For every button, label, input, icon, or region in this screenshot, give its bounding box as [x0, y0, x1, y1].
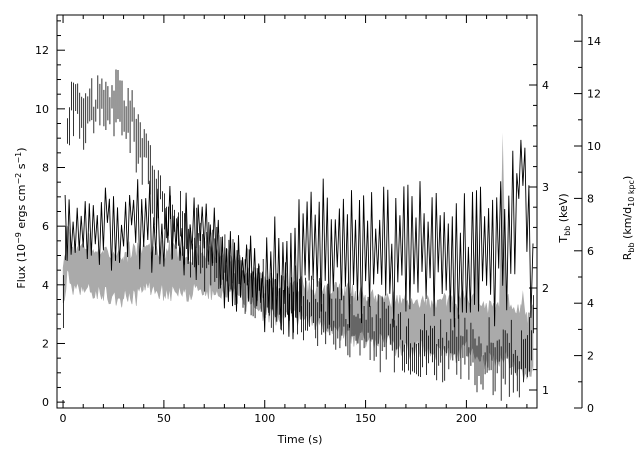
rbb-tick-label: 2: [587, 350, 594, 363]
temperature-line: [64, 139, 534, 340]
rbb-tick-label: 0: [587, 402, 594, 415]
flux-label-exp3: −1: [14, 152, 23, 164]
x-axis-label: Time (s): [277, 433, 323, 446]
tbb-label-unit: (keV): [557, 193, 570, 225]
rbb-tick-label: 8: [587, 192, 594, 205]
y-axis-label-flux: Flux (10−9 ergs cm−2 s−1): [14, 147, 28, 288]
y-axis-label-tbb: Tbb (keV): [557, 193, 572, 243]
y-tick-label: 2: [42, 337, 49, 350]
rbb-label-sub: bb: [627, 242, 636, 252]
rbb-label-unit2: ): [621, 176, 634, 180]
flux-label-main: Flux (10: [15, 244, 28, 289]
rbb-label-unit1: (km/d: [621, 207, 634, 243]
rbb-tick-label: 4: [587, 297, 594, 310]
flux-label-mid1: ergs cm: [15, 185, 28, 233]
data-lines-group: [63, 69, 534, 401]
y-tick-label: 10: [35, 103, 49, 116]
tbb-tick-label: 2: [542, 282, 549, 295]
y-axis-label-rbb: Rbb (km/d10 kpc): [621, 176, 636, 261]
y-tick-label: 8: [42, 162, 49, 175]
tbb-tick-label: 3: [542, 181, 549, 194]
x-tick-label: 100: [254, 412, 275, 425]
tbb-label-sub: bb: [563, 226, 572, 236]
tbb-label-main: T: [557, 236, 570, 244]
flux-label-mid2: s: [15, 163, 28, 172]
rbb-tick-label: 6: [587, 245, 594, 258]
rbb-tick-label: 12: [587, 88, 601, 101]
rbb-tick-label: 10: [587, 140, 601, 153]
x-tick-label: 0: [60, 412, 67, 425]
flux-label-end: ): [15, 147, 28, 151]
x-tick-label: 150: [355, 412, 376, 425]
tbb-tick-label: 1: [542, 384, 549, 397]
flux-label-exp2: −2: [14, 173, 23, 185]
rbb-label-sub2: 10 kpc: [627, 180, 636, 207]
radius-band-spike: [518, 290, 527, 330]
x-tick-label: 200: [456, 412, 477, 425]
x-tick-label: 50: [157, 412, 171, 425]
radius-band: [62, 225, 534, 381]
rbb-label-main: R: [621, 252, 634, 260]
y-tick-label: 0: [42, 396, 49, 409]
y-tick-label: 4: [42, 279, 49, 292]
flux-label-exp1: −9: [14, 232, 23, 244]
y-tick-label: 12: [35, 44, 49, 57]
radius-band-spike: [498, 132, 507, 330]
tbb-tick-label: 4: [542, 79, 549, 92]
y-tick-label: 6: [42, 220, 49, 233]
rbb-tick-label: 14: [587, 35, 601, 48]
